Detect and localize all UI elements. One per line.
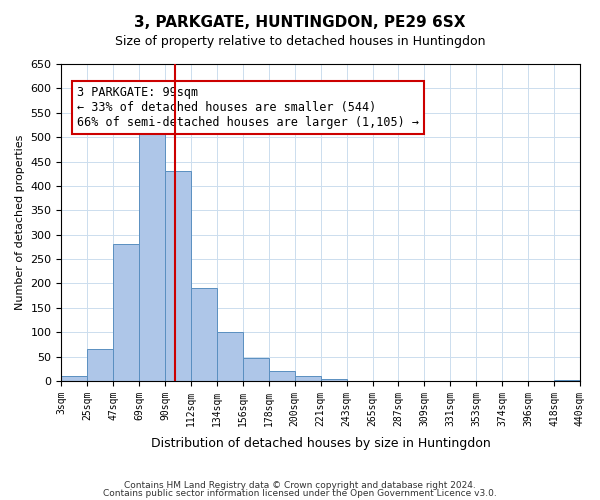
- Bar: [295, 376, 321, 381]
- X-axis label: Distribution of detached houses by size in Huntingdon: Distribution of detached houses by size …: [151, 437, 491, 450]
- Bar: [61, 376, 88, 381]
- Bar: [554, 380, 580, 381]
- Bar: [165, 172, 191, 381]
- Text: 3 PARKGATE: 99sqm
← 33% of detached houses are smaller (544)
66% of semi-detache: 3 PARKGATE: 99sqm ← 33% of detached hous…: [77, 86, 419, 129]
- Text: Contains public sector information licensed under the Open Government Licence v3: Contains public sector information licen…: [103, 488, 497, 498]
- Bar: [191, 288, 217, 381]
- Text: 3, PARKGATE, HUNTINGDON, PE29 6SX: 3, PARKGATE, HUNTINGDON, PE29 6SX: [134, 15, 466, 30]
- Bar: [217, 332, 243, 381]
- Bar: [269, 371, 295, 381]
- Text: Size of property relative to detached houses in Huntingdon: Size of property relative to detached ho…: [115, 35, 485, 48]
- Bar: [321, 380, 347, 381]
- Bar: [113, 244, 139, 381]
- Bar: [243, 358, 269, 381]
- Text: Contains HM Land Registry data © Crown copyright and database right 2024.: Contains HM Land Registry data © Crown c…: [124, 481, 476, 490]
- Bar: [139, 130, 165, 381]
- Bar: [88, 349, 113, 381]
- Y-axis label: Number of detached properties: Number of detached properties: [15, 135, 25, 310]
